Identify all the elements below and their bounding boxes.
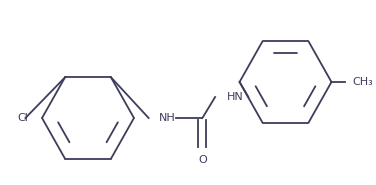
Text: O: O [198, 155, 207, 165]
Text: Cl: Cl [18, 113, 29, 123]
Text: NH: NH [158, 113, 175, 123]
Text: HN: HN [227, 92, 244, 102]
Text: CH₃: CH₃ [352, 77, 373, 87]
